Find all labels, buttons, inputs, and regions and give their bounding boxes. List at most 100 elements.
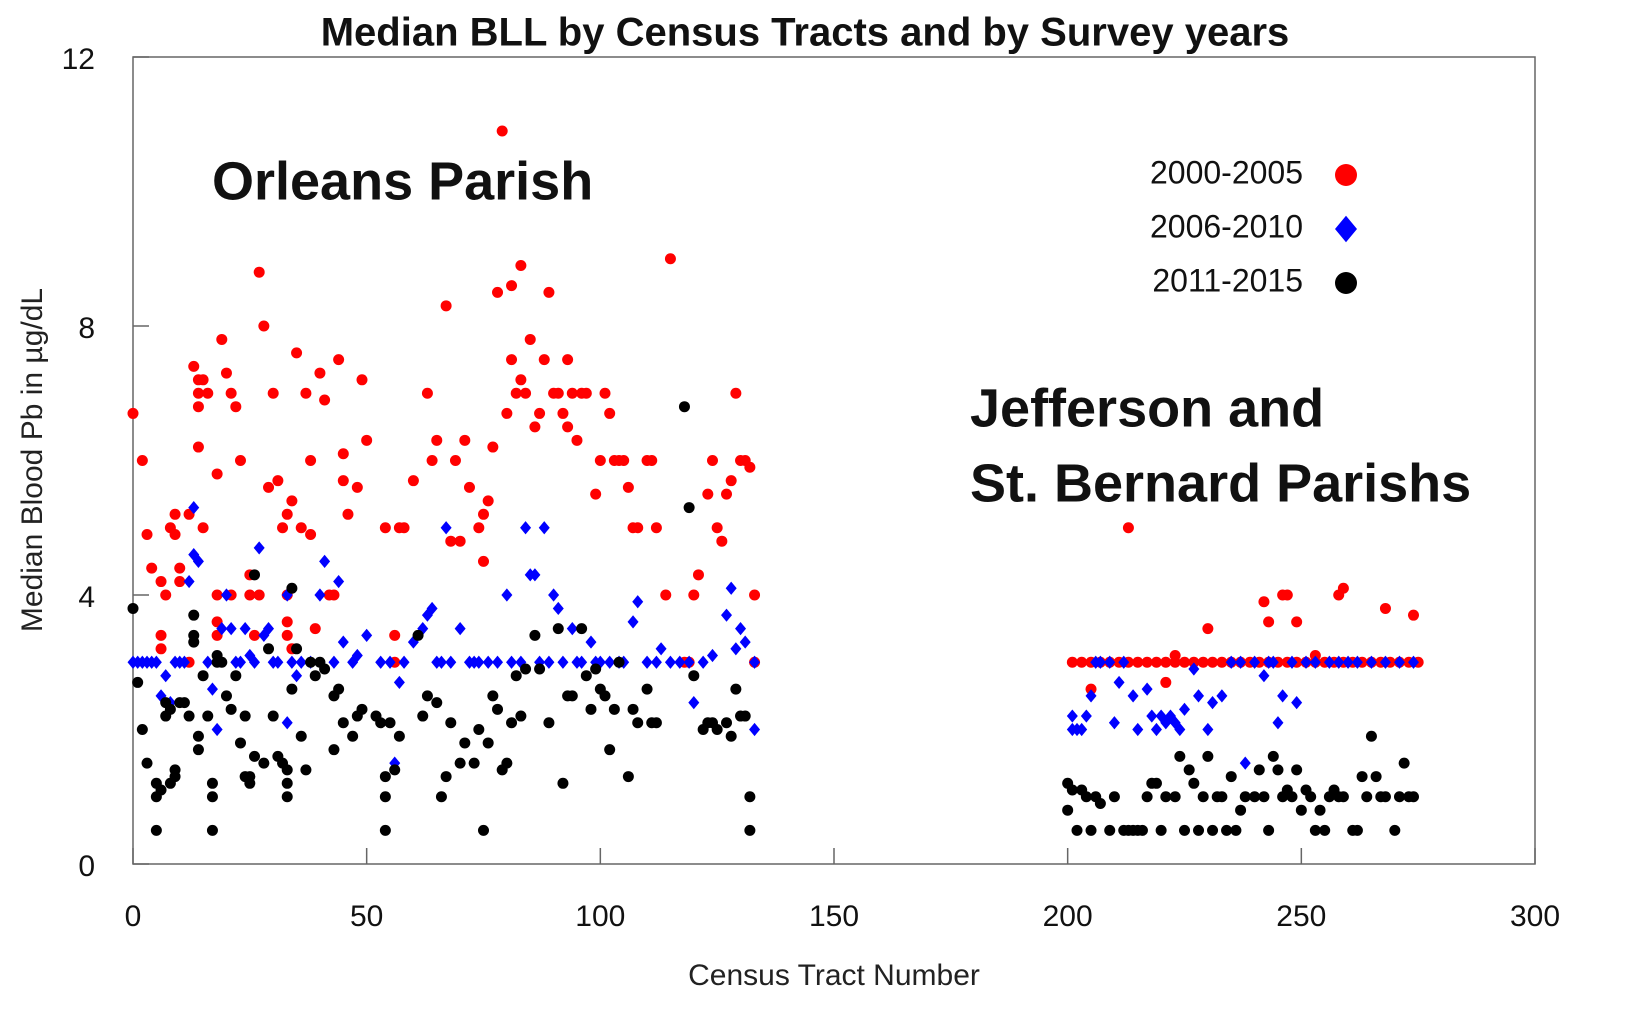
point (295, 730, 307, 742)
point (230, 401, 242, 413)
point (174, 562, 186, 574)
point (328, 744, 340, 756)
point (249, 569, 261, 581)
point (1104, 655, 1116, 669)
point (478, 508, 489, 520)
point (192, 387, 204, 399)
point (1179, 824, 1190, 836)
point (1314, 804, 1326, 816)
point (580, 387, 592, 399)
chart-title: Median BLL by Census Tracts and by Surve… (321, 11, 1290, 55)
point (1188, 777, 1200, 789)
point (1155, 824, 1167, 836)
point (1407, 609, 1419, 621)
point (716, 535, 728, 547)
x-tick-label: 0 (125, 900, 142, 933)
point (291, 669, 303, 683)
point (1150, 722, 1162, 737)
point (473, 655, 485, 669)
point (482, 495, 494, 507)
point (244, 777, 256, 789)
point (730, 683, 742, 695)
point (1085, 683, 1097, 695)
point (160, 669, 172, 683)
point (309, 670, 321, 682)
point (141, 757, 153, 769)
point (590, 488, 602, 500)
point (655, 642, 667, 656)
point (1193, 689, 1205, 703)
x-tick-label: 100 (575, 900, 625, 933)
point (454, 757, 466, 769)
point (473, 522, 485, 534)
point (1202, 750, 1214, 762)
x-tick-label: 150 (809, 900, 859, 933)
point (1174, 722, 1186, 737)
point (557, 655, 569, 669)
point (445, 535, 457, 547)
point (534, 663, 546, 675)
point (515, 259, 527, 271)
point (660, 589, 672, 601)
point (249, 750, 261, 762)
point (431, 697, 443, 709)
point (314, 588, 326, 602)
point (234, 455, 246, 466)
point (445, 655, 457, 669)
point (1150, 777, 1162, 789)
point (281, 508, 293, 520)
legend-label: 2006-2010 (1150, 208, 1303, 244)
point (1160, 676, 1172, 688)
point (393, 675, 405, 690)
point (1122, 522, 1134, 534)
point (328, 589, 340, 601)
point (599, 387, 611, 399)
point (267, 710, 279, 722)
point (333, 574, 345, 589)
point (1221, 824, 1233, 836)
point (253, 589, 265, 601)
point (664, 253, 676, 265)
point (641, 683, 653, 695)
point (351, 648, 363, 663)
point (1407, 791, 1419, 803)
point (1113, 675, 1125, 690)
point (1207, 656, 1219, 668)
point (1267, 750, 1279, 762)
point (1169, 791, 1181, 803)
annotation: Jefferson and (970, 378, 1324, 438)
point (281, 791, 293, 803)
point (160, 589, 172, 601)
point (169, 528, 181, 540)
point (309, 623, 321, 635)
point (1295, 804, 1307, 816)
point (1398, 757, 1410, 769)
point (1132, 656, 1144, 668)
point (192, 744, 204, 756)
annotation: Orleans Parish (212, 151, 593, 211)
point (155, 629, 167, 641)
point (211, 468, 223, 480)
point (515, 710, 527, 722)
point (1365, 730, 1377, 742)
point (744, 824, 756, 836)
point (1291, 616, 1303, 628)
point (1179, 656, 1190, 668)
point (1267, 655, 1279, 669)
point (552, 601, 564, 616)
point (1351, 655, 1363, 669)
point (650, 522, 662, 534)
point (543, 655, 555, 669)
point (1323, 655, 1335, 669)
point (1393, 655, 1405, 669)
point (1309, 824, 1321, 836)
point (305, 528, 317, 540)
point (169, 508, 181, 520)
point (263, 481, 275, 493)
point (295, 522, 307, 534)
point (463, 481, 475, 493)
point (258, 757, 270, 769)
point (192, 401, 204, 413)
point (1337, 582, 1349, 594)
point (263, 622, 275, 636)
